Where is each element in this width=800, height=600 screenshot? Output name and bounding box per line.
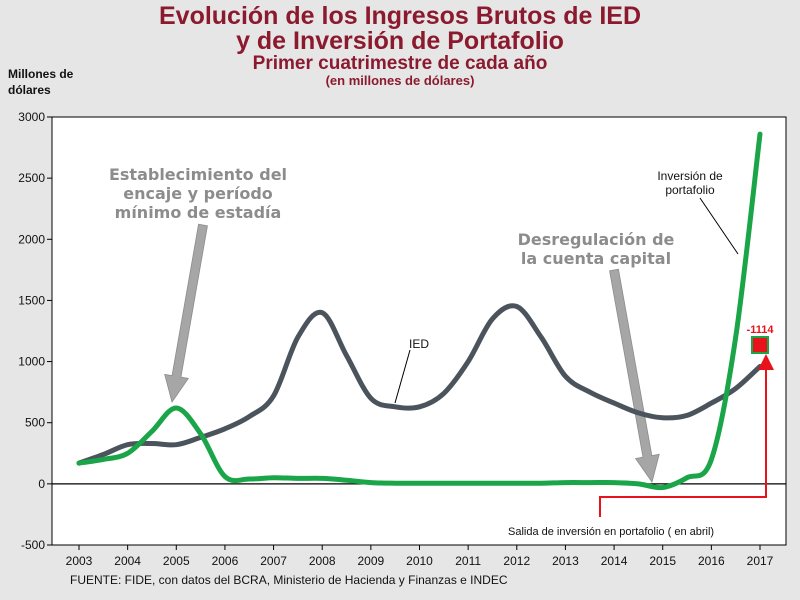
y-tick-label: 1000 — [18, 355, 45, 369]
x-tick-label: 2008 — [309, 554, 336, 568]
y-tick-label: 0 — [38, 477, 45, 491]
y-tick-label: 1500 — [18, 293, 45, 307]
chart-subtitle: Primer cuatrimestre de cada año — [252, 53, 548, 74]
desregulacion-arrow — [609, 268, 660, 483]
chart-title-line2: y de Inversión de Portafolio — [236, 27, 564, 55]
annotation-encaje-line2: encaje y período — [123, 184, 273, 203]
plot-area — [51, 116, 787, 546]
y-tick-label: 2500 — [18, 171, 45, 185]
x-tick-label: 2009 — [358, 554, 385, 568]
salida-connector — [599, 354, 774, 517]
x-tick-label: 2007 — [260, 554, 287, 568]
x-tick-label: 2004 — [114, 554, 141, 568]
annotation-desreg-line1: Desregulación de — [518, 230, 675, 249]
x-tick-label: 2013 — [552, 554, 579, 568]
annotation-arrow-shape — [609, 268, 660, 483]
series-line-portafolio — [76, 131, 763, 491]
y-tick-label: -500 — [21, 538, 45, 552]
source-note: FUENTE: FIDE, con datos del BCRA, Minist… — [70, 573, 508, 587]
ied-label: IED — [409, 337, 429, 351]
y-axis: 3000 2500 2000 1500 1000 500 0 -500 — [18, 110, 52, 552]
y-axis-unit-label: Millones de dólares — [8, 66, 73, 98]
chart-units: (en millones de dólares) — [325, 73, 475, 88]
x-tick-label: 2017 — [747, 554, 774, 568]
x-tick-label: 2010 — [406, 554, 433, 568]
chart-title: Evolución de los Ingresos Brutos de IED — [158, 2, 642, 30]
y-tick-label: 2000 — [18, 232, 45, 246]
x-tick-label: 2005 — [163, 554, 190, 568]
y-unit-line2: dólares — [8, 83, 51, 97]
x-tick-label: 2016 — [698, 554, 725, 568]
x-tick-label: 2012 — [503, 554, 530, 568]
y-unit-line1: Millones de — [8, 67, 74, 81]
y-tick-label: 3000 — [18, 110, 45, 124]
annotation-encaje-line3: mínimo de estadía — [115, 203, 282, 222]
annotation-encaje-line1: Establecimiento del — [109, 165, 287, 184]
portafolio-label-line2: portafolio — [665, 183, 715, 197]
salida-value: -1114 — [747, 324, 775, 336]
x-axis: 2003 2004 2005 2006 2007 2008 2009 2010 2011 2012… — [66, 545, 774, 568]
x-tick-label: 2003 — [66, 554, 93, 568]
x-tick-label: 2011 — [455, 554, 481, 568]
chart-title-block: Evolución de los Ingresos Brutos de IED … — [0, 4, 800, 88]
x-tick-label: 2006 — [212, 554, 239, 568]
annotation-desreg-line2: la cuenta capital — [521, 249, 671, 268]
portafolio-label-leader — [699, 197, 739, 255]
x-tick-label: 2015 — [649, 554, 676, 568]
annotation-arrow-shape — [164, 223, 208, 403]
y-tick-label: 500 — [25, 416, 45, 430]
encaje-arrow — [164, 223, 208, 403]
salida-marker — [751, 336, 769, 354]
ied-label-leader — [394, 349, 411, 404]
x-tick-label: 2014 — [601, 554, 628, 568]
salida-label: Salida de inversión en portafolio ( en a… — [508, 526, 714, 538]
series-line-ied — [76, 303, 763, 466]
portafolio-label-line1: Inversión de — [657, 169, 723, 183]
